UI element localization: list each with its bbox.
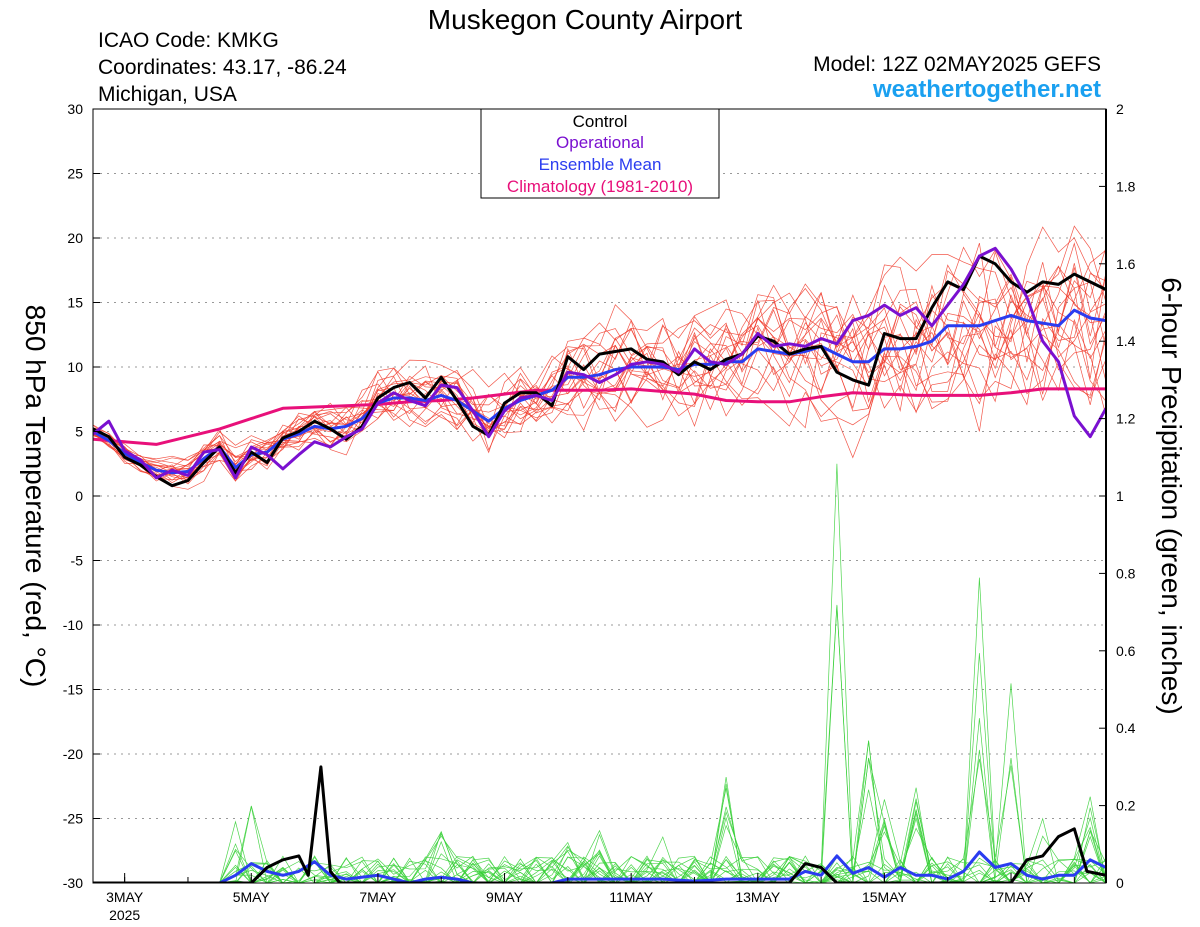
precip-member-line — [93, 805, 1106, 883]
x-tick-label: 15MAY — [862, 889, 908, 905]
x-tick-label: 11MAY — [609, 889, 653, 905]
legend-control: Control — [573, 112, 628, 131]
operational-temp-line — [93, 246, 1106, 480]
temp-member-line — [93, 264, 1106, 483]
x-tick-label: 7MAY — [359, 889, 397, 905]
temp-member-line — [93, 306, 1106, 473]
control-precip-line — [93, 765, 1106, 883]
legend-ensemble-mean: Ensemble Mean — [539, 155, 662, 174]
ensemble-mean-precip-line — [93, 850, 1106, 883]
precip-member-line — [93, 758, 1106, 883]
y-right-tick-label: 0.4 — [1116, 720, 1136, 736]
x-tick-label: 13MAY — [735, 889, 781, 905]
precip-member-line — [93, 683, 1106, 883]
series-layer — [93, 225, 1106, 883]
y-right-tick-label: 1.2 — [1116, 411, 1136, 427]
legend-operational: Operational — [556, 133, 644, 152]
x-tick-year: 2025 — [109, 907, 140, 923]
legend-box — [480, 108, 720, 199]
y-axis-left-label: 850 hPa Temperature (red, °C) — [20, 305, 51, 688]
temp-member-line — [93, 300, 1106, 485]
y-left-tick-label: 0 — [75, 488, 83, 504]
gridlines — [93, 173, 1106, 819]
site-link[interactable]: weathertogether.net — [872, 76, 1101, 103]
y-right-tick-label: 1.8 — [1116, 178, 1136, 194]
y-left-tick-label: 10 — [67, 359, 83, 375]
y-left-tick-label: -20 — [63, 746, 83, 762]
x-tick-label: 5MAY — [233, 889, 271, 905]
y-axis-right-label: 6-hour Precipitation (green, inches) — [1156, 277, 1187, 714]
axes: 302520151050-5-10-15-20-25-3021.81.61.41… — [63, 101, 1136, 923]
x-tick-label: 17MAY — [989, 889, 1035, 905]
y-left-tick-label: 5 — [75, 424, 83, 440]
y-left-tick-label: -15 — [63, 682, 83, 698]
x-tick-label: 3MAY — [106, 889, 144, 905]
legend-climatology: Climatology (1981-2010) — [507, 177, 693, 196]
control-temp-line — [93, 254, 1106, 488]
precip-member-line — [93, 605, 1106, 883]
precip-member-line — [93, 604, 1106, 883]
precip-member-line — [93, 787, 1106, 883]
precip-member-line — [93, 463, 1106, 883]
precip-member-line — [93, 757, 1106, 883]
y-right-tick-label: 1 — [1116, 488, 1124, 504]
legend: Control Operational Ensemble Mean Climat… — [480, 108, 720, 199]
y-left-tick-label: -25 — [63, 811, 83, 827]
y-left-tick-label: 20 — [67, 230, 83, 246]
temp-member-line — [93, 276, 1106, 467]
chart-title: Muskegon County Airport — [428, 4, 743, 35]
icao-code: ICAO Code: KMKG — [98, 29, 279, 52]
location: Michigan, USA — [98, 83, 237, 106]
precip-member-line — [93, 740, 1106, 883]
climatology-temp-line — [93, 387, 1106, 446]
y-right-tick-label: 1.6 — [1116, 256, 1136, 272]
y-left-tick-label: -10 — [63, 617, 83, 633]
y-left-tick-label: -5 — [71, 553, 84, 569]
y-right-tick-label: 0.2 — [1116, 798, 1136, 814]
y-left-tick-label: 25 — [67, 166, 83, 182]
precip-member-line — [93, 810, 1106, 883]
y-right-tick-label: 2 — [1116, 101, 1124, 117]
y-left-tick-label: -30 — [63, 875, 83, 891]
y-right-tick-label: 0 — [1116, 875, 1124, 891]
x-tick-label: 9MAY — [486, 889, 524, 905]
precip-member-line — [93, 796, 1106, 883]
coordinates: Coordinates: 43.17, -86.24 — [98, 56, 347, 79]
temp-member-line — [93, 293, 1106, 474]
y-left-tick-label: 15 — [67, 295, 83, 311]
y-right-tick-label: 0.6 — [1116, 643, 1136, 659]
model-run: Model: 12Z 02MAY2025 GEFS — [813, 53, 1101, 76]
y-right-tick-label: 1.4 — [1116, 333, 1136, 349]
y-left-tick-label: 30 — [67, 101, 83, 117]
y-right-tick-label: 0.8 — [1116, 565, 1136, 581]
